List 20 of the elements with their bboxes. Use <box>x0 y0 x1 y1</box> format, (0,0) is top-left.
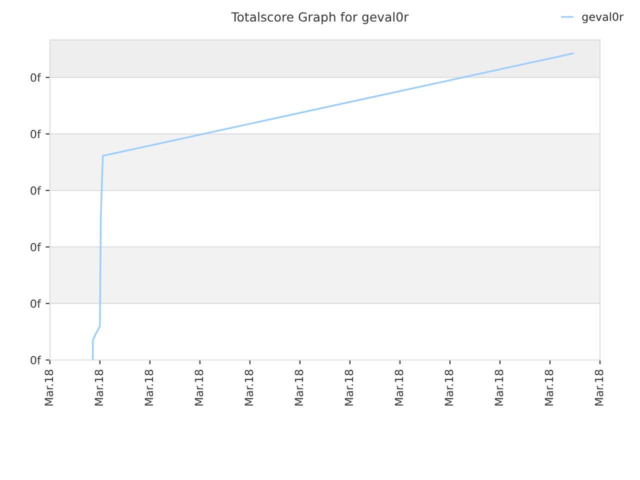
x-tick-label: Mar.18 <box>144 370 154 406</box>
y-tick-label: 0f <box>30 73 42 82</box>
x-tick-label: Mar.18 <box>394 370 404 406</box>
y-tick-label: 0f <box>30 186 42 195</box>
x-tick-label: Mar.18 <box>444 370 454 406</box>
x-tick-label: Mar.18 <box>194 370 204 406</box>
x-tick-label: Mar.18 <box>94 370 104 406</box>
y-tick-label: 0f <box>30 356 42 364</box>
x-tick-label: Mar.18 <box>294 370 304 406</box>
y-tick-label: 0f <box>30 299 42 308</box>
y-tick-label: 0f <box>30 130 42 138</box>
x-tick-label: Mar.18 <box>344 370 354 406</box>
legend-label: geval0r <box>582 12 624 24</box>
chart-title: Totalscore Graph for geval0r <box>231 12 409 24</box>
x-tick-label: Mar.18 <box>244 370 254 406</box>
x-tick-label: Mar.18 <box>44 370 54 406</box>
x-tick-label: Mar.18 <box>494 370 504 406</box>
y-tick-label: 0f <box>30 242 42 252</box>
x-tick-label: Mar.18 <box>594 370 604 406</box>
x-tick-label: Mar.18 <box>544 370 554 406</box>
